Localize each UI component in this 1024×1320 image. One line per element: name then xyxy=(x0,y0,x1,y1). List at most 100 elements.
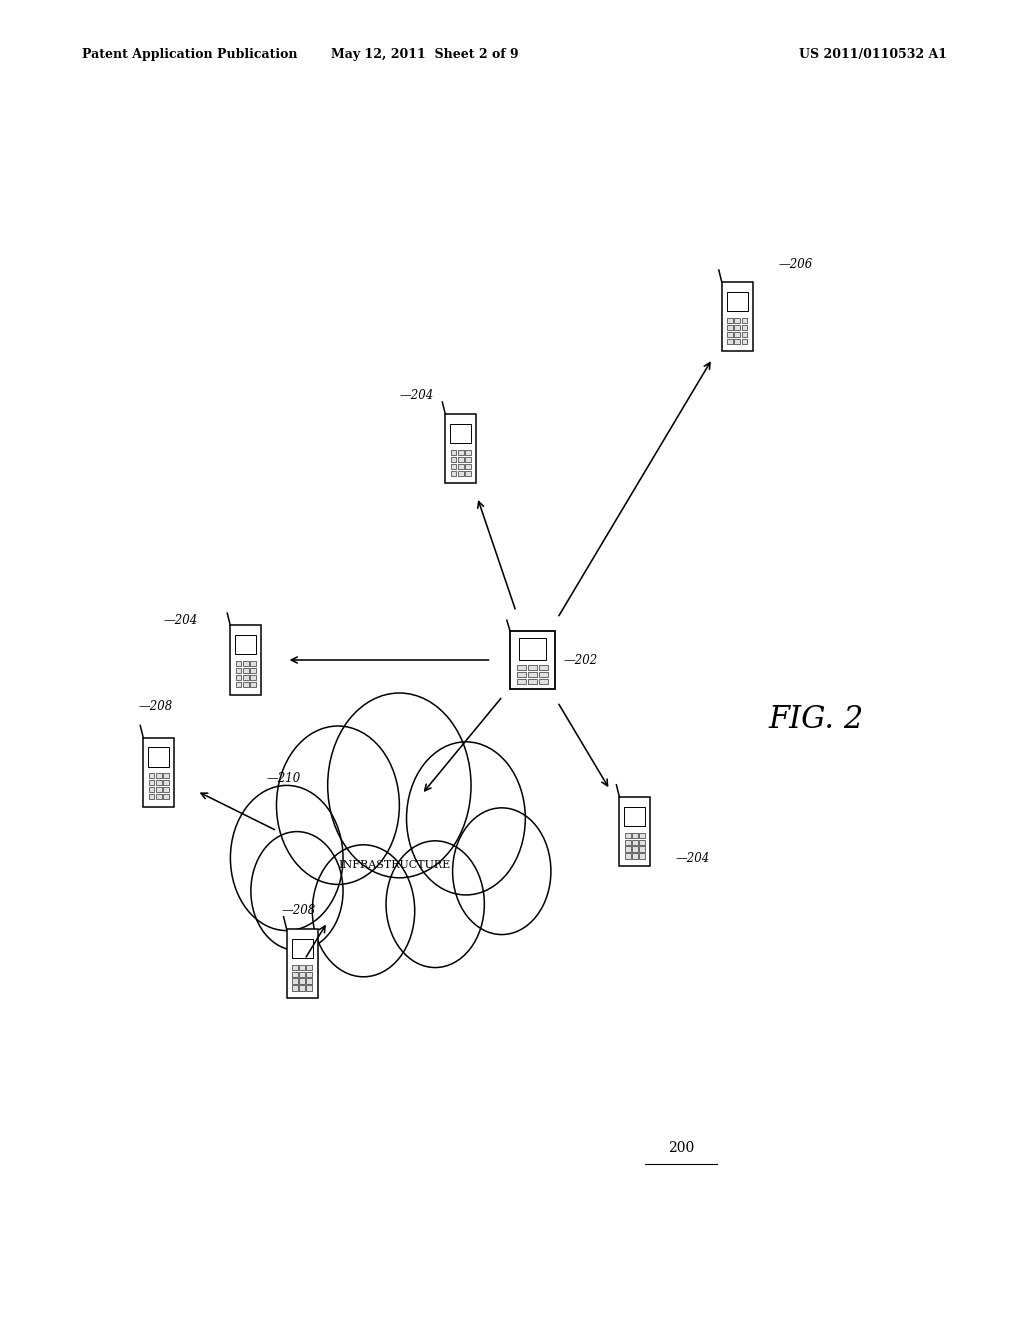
FancyBboxPatch shape xyxy=(292,939,312,958)
Bar xyxy=(243,661,249,667)
Text: —204: —204 xyxy=(676,851,710,865)
Text: —210: —210 xyxy=(266,772,300,785)
Circle shape xyxy=(328,693,471,878)
Circle shape xyxy=(407,742,525,895)
Bar xyxy=(292,986,298,990)
Bar xyxy=(639,846,645,851)
Bar xyxy=(306,972,312,977)
Bar xyxy=(299,965,305,970)
Bar xyxy=(163,774,169,779)
Bar xyxy=(517,672,525,677)
Bar xyxy=(517,678,525,684)
Text: —204: —204 xyxy=(164,614,198,627)
Bar xyxy=(727,331,733,337)
Bar xyxy=(148,780,155,785)
Bar xyxy=(540,678,548,684)
Bar xyxy=(741,318,748,323)
Bar xyxy=(156,795,162,799)
Bar xyxy=(292,965,298,970)
Circle shape xyxy=(386,841,484,968)
Bar xyxy=(292,978,298,983)
Circle shape xyxy=(312,845,415,977)
Bar xyxy=(465,463,471,469)
FancyBboxPatch shape xyxy=(620,797,650,866)
Text: US 2011/0110532 A1: US 2011/0110532 A1 xyxy=(799,48,947,61)
Bar xyxy=(639,840,645,845)
Bar xyxy=(465,471,471,475)
Bar xyxy=(148,795,155,799)
Bar xyxy=(734,339,740,343)
Bar xyxy=(741,325,748,330)
Bar xyxy=(632,840,638,845)
Text: INFRASTRUCTURE: INFRASTRUCTURE xyxy=(338,859,451,870)
Bar xyxy=(734,325,740,330)
Bar xyxy=(451,471,457,475)
FancyBboxPatch shape xyxy=(722,282,753,351)
Bar xyxy=(451,450,457,455)
Bar xyxy=(632,846,638,851)
Bar xyxy=(632,854,638,858)
Bar xyxy=(299,986,305,990)
Bar xyxy=(243,682,249,686)
Bar xyxy=(243,675,249,680)
Text: Patent Application Publication: Patent Application Publication xyxy=(82,48,297,61)
Bar xyxy=(528,672,537,677)
Bar xyxy=(528,665,537,671)
Text: May 12, 2011  Sheet 2 of 9: May 12, 2011 Sheet 2 of 9 xyxy=(331,48,519,61)
Bar xyxy=(292,972,298,977)
Bar xyxy=(727,318,733,323)
Bar xyxy=(163,787,169,792)
FancyBboxPatch shape xyxy=(445,414,476,483)
Bar xyxy=(639,833,645,838)
Text: FIG. 2: FIG. 2 xyxy=(768,704,863,735)
Bar xyxy=(540,665,548,671)
Text: —208: —208 xyxy=(282,904,315,917)
Circle shape xyxy=(276,726,399,884)
FancyBboxPatch shape xyxy=(451,424,471,444)
Bar xyxy=(148,774,155,779)
FancyBboxPatch shape xyxy=(510,631,555,689)
Bar xyxy=(727,339,733,343)
FancyBboxPatch shape xyxy=(519,638,546,660)
Ellipse shape xyxy=(241,772,548,957)
FancyBboxPatch shape xyxy=(143,738,174,807)
FancyBboxPatch shape xyxy=(727,292,748,312)
Bar xyxy=(517,665,525,671)
FancyBboxPatch shape xyxy=(625,807,645,826)
Bar xyxy=(465,450,471,455)
Bar xyxy=(625,840,631,845)
Bar xyxy=(163,795,169,799)
Bar xyxy=(625,833,631,838)
Bar xyxy=(451,463,457,469)
Bar xyxy=(299,978,305,983)
Text: —208: —208 xyxy=(138,700,172,713)
Bar xyxy=(451,457,457,462)
FancyBboxPatch shape xyxy=(230,626,261,694)
Bar xyxy=(250,668,256,673)
Bar xyxy=(236,661,242,667)
Bar xyxy=(727,325,733,330)
Bar xyxy=(625,846,631,851)
Bar xyxy=(306,978,312,983)
Bar xyxy=(156,774,162,779)
Bar xyxy=(250,675,256,680)
Text: —202: —202 xyxy=(563,653,597,667)
Bar xyxy=(734,331,740,337)
Bar xyxy=(236,668,242,673)
Bar xyxy=(458,463,464,469)
Circle shape xyxy=(251,832,343,950)
Bar xyxy=(299,972,305,977)
Bar xyxy=(741,331,748,337)
Circle shape xyxy=(230,785,343,931)
Bar xyxy=(528,678,537,684)
Bar xyxy=(306,965,312,970)
Bar xyxy=(243,668,249,673)
Bar xyxy=(458,471,464,475)
Bar xyxy=(250,682,256,686)
Bar xyxy=(734,318,740,323)
Bar xyxy=(632,833,638,838)
FancyBboxPatch shape xyxy=(148,747,169,767)
Bar xyxy=(236,675,242,680)
FancyBboxPatch shape xyxy=(236,635,256,655)
Bar xyxy=(236,682,242,686)
